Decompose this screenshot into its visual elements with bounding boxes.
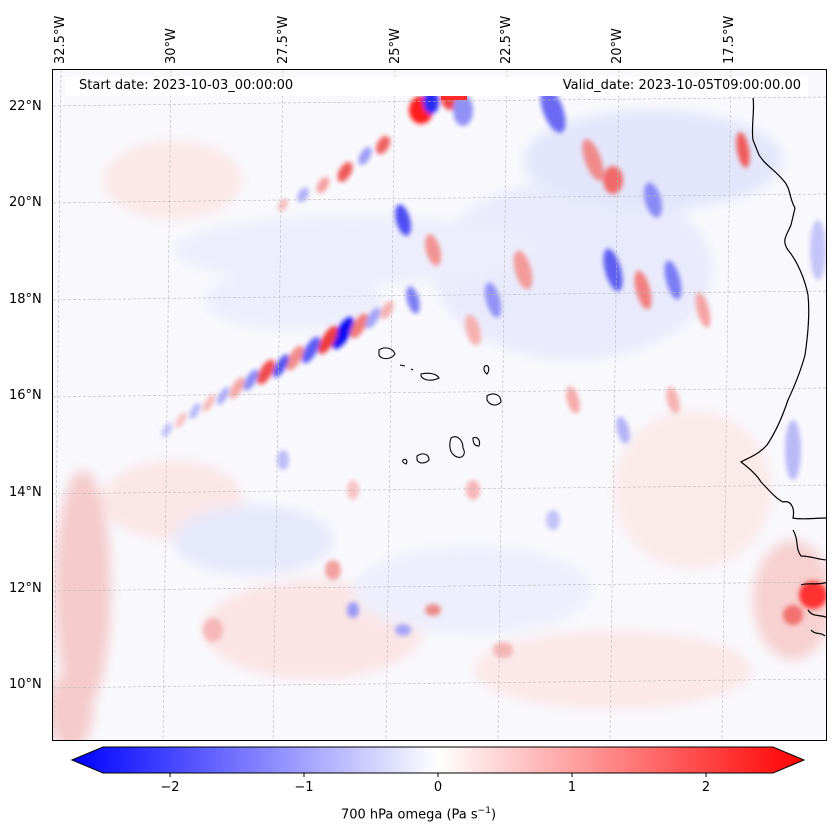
lat-label-12n: 12°N xyxy=(9,581,42,596)
graticule xyxy=(53,70,826,740)
colorbar xyxy=(70,746,806,777)
lat-label-20n: 20°N xyxy=(9,195,42,210)
lat-label-22n: 22°N xyxy=(9,99,42,114)
colorbar-tick-label: 2 xyxy=(701,780,711,795)
colorbar-title: 700 hPa omega (Pa s−1) xyxy=(340,806,497,823)
cape-verde-islands xyxy=(378,347,502,465)
omega-map xyxy=(52,69,827,741)
valid-date-label: Valid_date: 2023-10-05T09:00:00.00 xyxy=(562,78,801,93)
lon-label-20w: 20°W xyxy=(610,28,625,64)
wave-structures xyxy=(161,86,826,658)
broad-omega-patches xyxy=(53,110,826,740)
lat-label-16n: 16°N xyxy=(9,388,42,403)
colorbar-tick-label: −1 xyxy=(294,780,314,795)
lon-label-25w: 25°W xyxy=(388,28,403,64)
map-field-svg xyxy=(53,70,826,740)
lat-label-10n: 10°N xyxy=(9,677,42,692)
lon-label-32-5w: 32.5°W xyxy=(53,15,68,64)
lon-label-22-5w: 22.5°W xyxy=(499,15,514,64)
lat-label-14n: 14°N xyxy=(9,485,42,500)
coastline-africa xyxy=(739,97,826,637)
colorbar-tick-label: 1 xyxy=(567,780,577,795)
colorbar-tick-label: −2 xyxy=(160,780,180,795)
header-band xyxy=(66,77,808,96)
colorbar-ticks xyxy=(169,773,707,777)
lon-label-30w: 30°W xyxy=(164,28,179,64)
colorbar-tick-label: 0 xyxy=(433,780,443,795)
lon-label-27-5w: 27.5°W xyxy=(276,15,291,64)
colorbar-body xyxy=(70,746,806,774)
header-strip-field xyxy=(441,94,467,100)
lat-label-18n: 18°N xyxy=(9,292,42,307)
lon-label-17-5w: 17.5°W xyxy=(722,15,737,64)
start-date-label: Start date: 2023-10-03_00:00:00 xyxy=(79,78,294,93)
